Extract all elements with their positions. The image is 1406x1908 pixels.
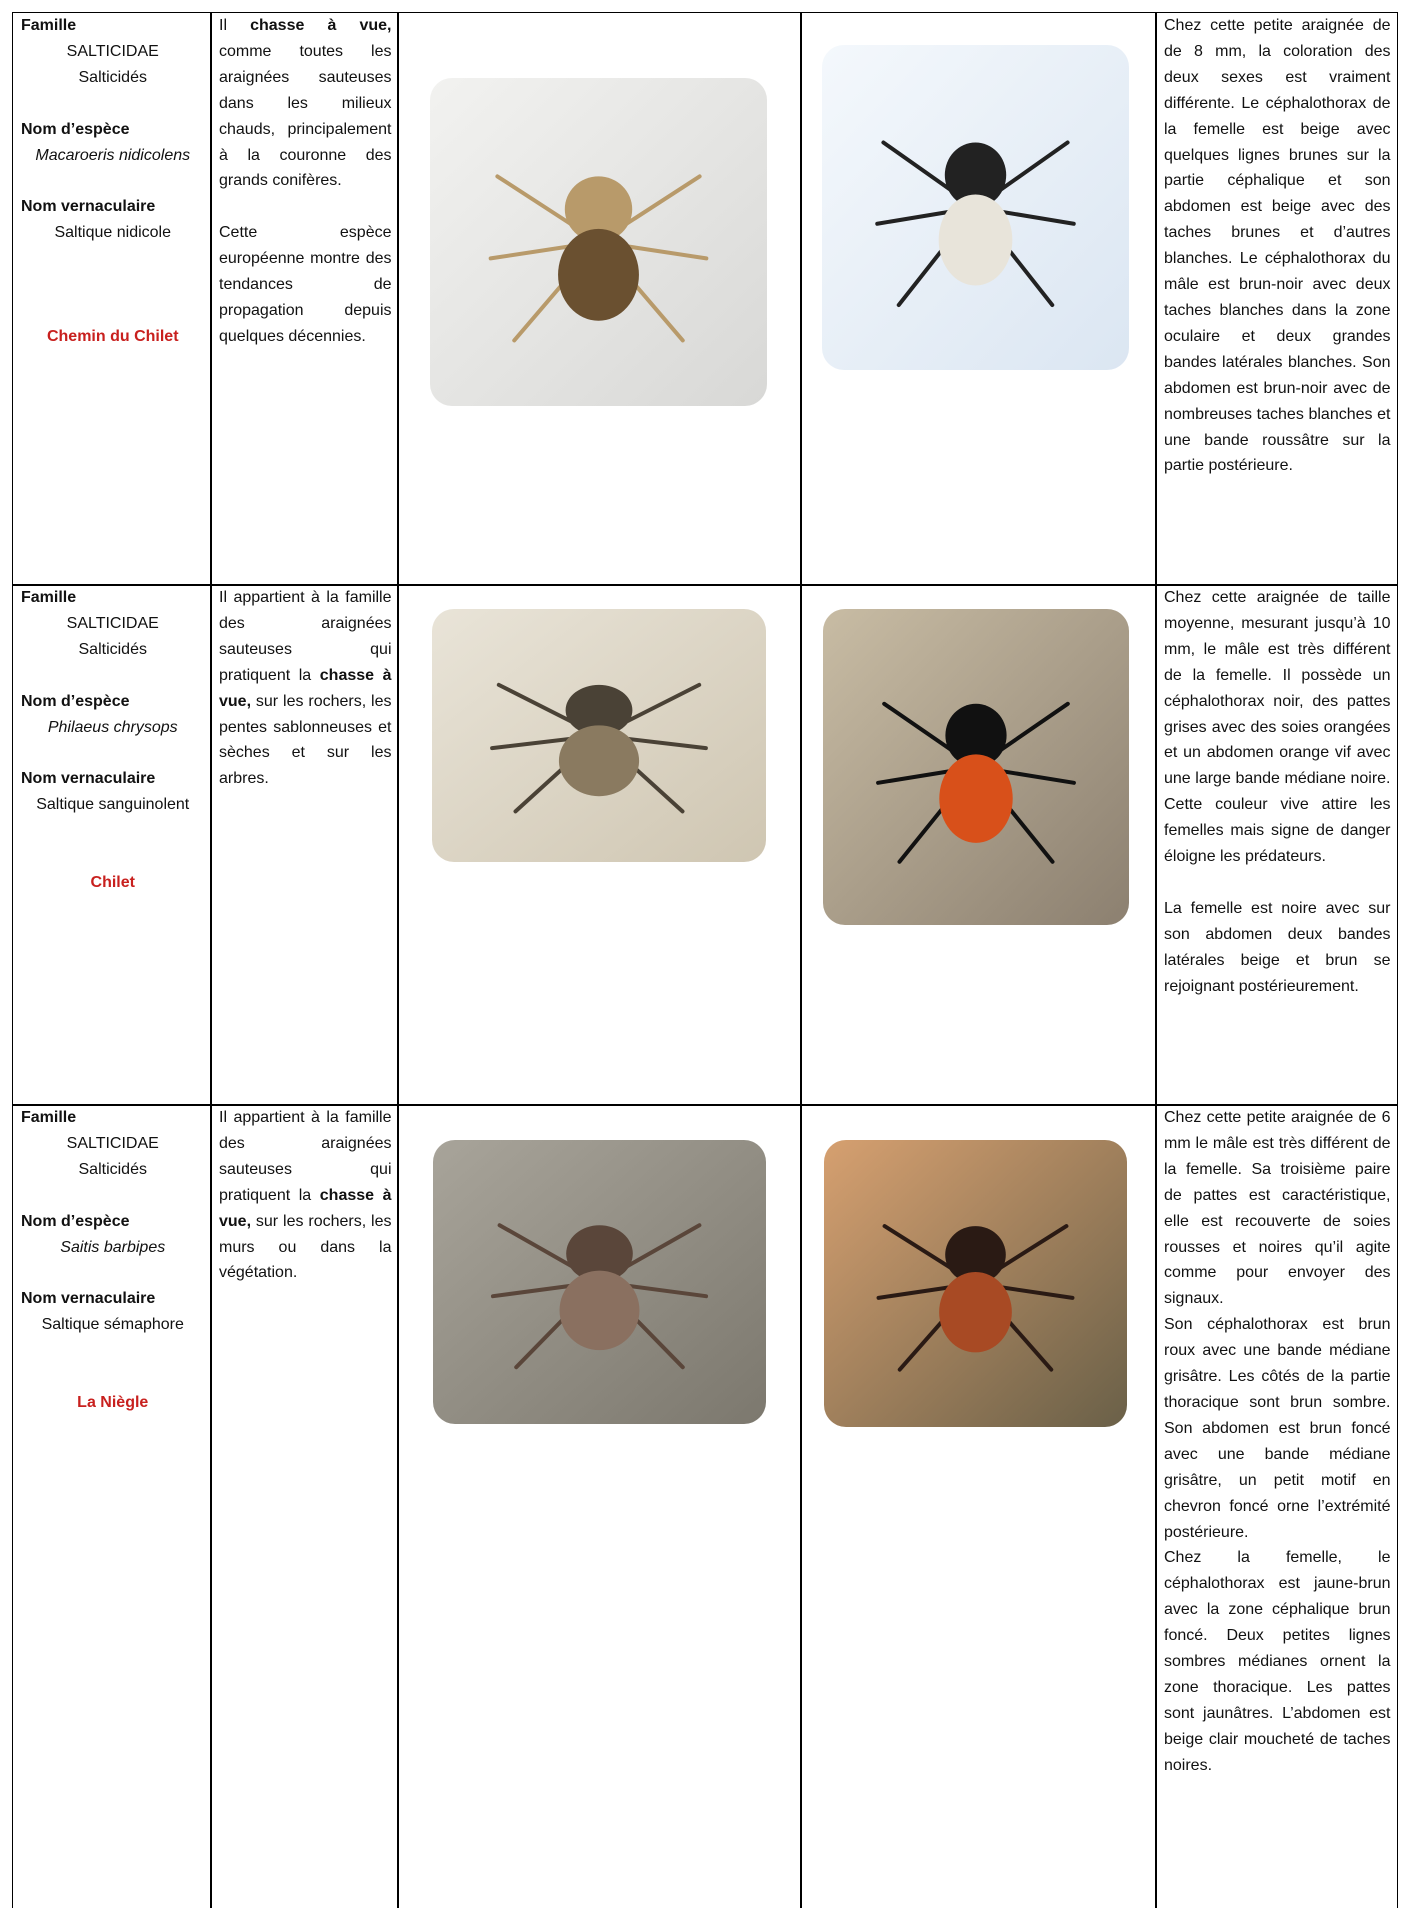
habitat: Il chasse à vue, comme toutes les araign… [219,13,392,194]
description: Chez cette petite araignée de 6 mm le mâ… [1164,1109,1391,1308]
photo [822,45,1129,370]
spacer [219,194,392,220]
description: La femelle est noire avec sur son abdome… [1164,899,1391,995]
table-cell [800,12,1157,586]
species: Macaroeris nidicolens [35,146,191,164]
family-fr: Salticidés [78,1160,147,1178]
species-label: Nom d’espèce [21,692,130,710]
family: SALTICIDAE [66,614,159,632]
table-cell: Il appartient à la famille des araignées… [210,584,399,1106]
spacer [21,168,205,194]
spacer [21,1260,205,1286]
habitat-text: comme toutes les araignées sauteuses dan… [219,42,392,190]
spacer [21,844,205,870]
place: Chilet [90,873,135,891]
table-cell: Chez cette araignée de taille moyenne, m… [1155,584,1398,1106]
habitat: Il appartient à la famille des araignées… [219,1105,392,1286]
family: SALTICIDAE [66,42,159,60]
table-cell [800,1104,1157,1908]
table-cell [397,584,802,1106]
photo [430,78,767,406]
table-cell: Il chasse à vue, comme toutes les araign… [210,12,399,586]
habitat-bold: chasse à vue, [250,17,392,34]
common-label: Nom vernaculaire [21,1290,156,1308]
habitat-text: sur les rochers, les murs ou dans la vég… [219,1212,392,1282]
photo [823,609,1129,925]
spacer [21,246,205,272]
habitat-text: Il [219,17,227,34]
table-cell [800,584,1157,1106]
spacer [21,1183,205,1209]
photo [433,1140,766,1424]
family-fr: Salticidés [78,68,147,86]
description: Son céphalothorax est brun roux avec une… [1164,1316,1391,1541]
common-name: Saltique nidicole [54,224,172,242]
table-cell: Famille SALTICIDAE Salticidés Nom d’espèce M… [12,12,212,586]
description: Chez cette araignée de taille moyenne, m… [1164,589,1391,866]
place: La Niègle [77,1393,149,1411]
table-cell: Chez cette petite araignée de 6 mm le mâ… [1155,1104,1398,1908]
table-cell [397,1104,802,1908]
family-label: Famille [21,589,77,606]
habitat-text: Cette espèce européenne montre des tenda… [219,224,392,345]
spacer [21,298,205,324]
table-cell: Il appartient à la famille des araignées… [210,1104,399,1908]
habitat: Il appartient à la famille des araignées… [219,585,392,792]
habitat-bold: chasse à vue, [219,1186,392,1230]
description: Chez la femelle, le céphalothorax est ja… [1164,1549,1391,1774]
common-label: Nom vernaculaire [21,770,156,788]
habitat: Cette espèce européenne montre des tenda… [219,220,392,350]
spacer [21,818,205,844]
common-label: Nom vernaculaire [21,198,156,216]
table-cell [397,12,802,586]
photo [824,1140,1127,1427]
family-fr: Salticidés [78,640,147,658]
spacer [21,272,205,298]
common-name: Saltique sanguinolent [36,796,190,814]
spacer [1164,870,1391,896]
table-cell: Chez cette petite araignée de de 8 mm, l… [1155,12,1398,586]
spacer [21,663,205,689]
habitat-text: sur les rochers, les pentes sablonneuses… [219,692,392,788]
family-label: Famille [21,1109,77,1126]
habitat-text: Il appartient à la famille des araignées… [219,589,392,684]
family-label: Famille [21,17,77,34]
spacer [21,91,205,117]
spacer [21,740,205,766]
family: SALTICIDAE [66,1134,159,1152]
species: Philaeus chrysops [47,718,178,736]
table-cell: Famille SALTICIDAE Salticidés Nom d’espèce P… [12,584,212,1106]
species-label: Nom d’espèce [21,120,130,138]
description: Chez cette petite araignée de de 8 mm, l… [1164,17,1391,475]
photo [432,609,766,862]
habitat-bold: chasse à vue, [219,666,392,710]
spacer [21,1338,205,1364]
place: Chemin du Chilet [46,327,179,345]
species-label: Nom d’espèce [21,1212,130,1230]
species: Saitis barbipes [60,1238,166,1256]
habitat-text: Il appartient à la famille des araignées… [219,1109,392,1204]
table-cell: Famille SALTICIDAE Salticidés Nom d’espèce S… [12,1104,212,1908]
common-name: Saltique sémaphore [41,1316,184,1334]
spacer [21,1364,205,1390]
